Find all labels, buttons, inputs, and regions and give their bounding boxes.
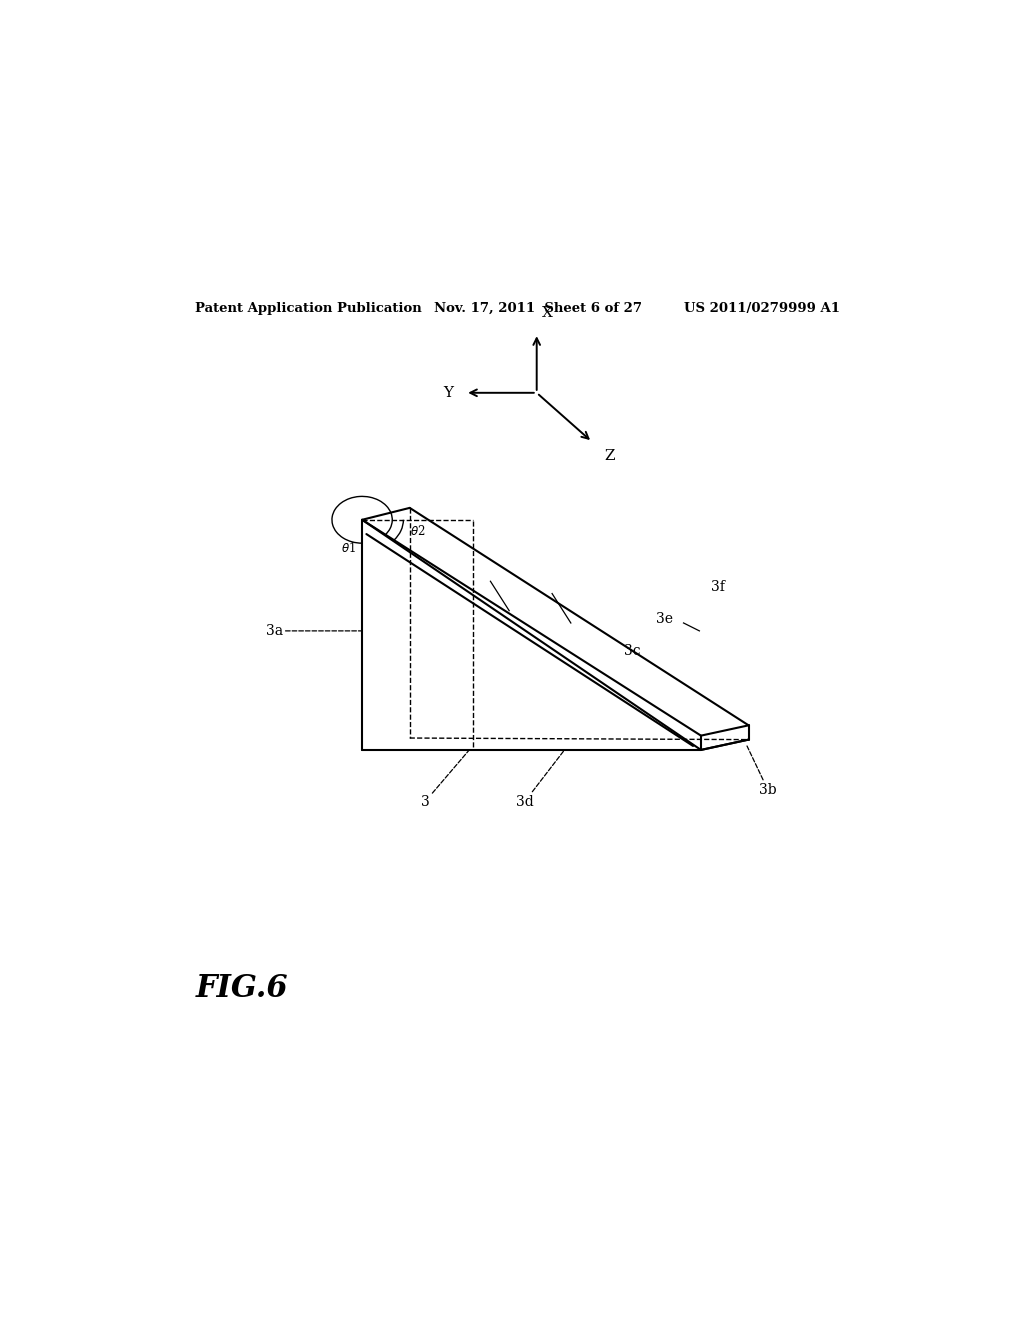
Text: $\theta$2: $\theta$2 (410, 524, 425, 539)
Text: 3a: 3a (265, 624, 362, 638)
Text: 3f: 3f (712, 581, 725, 594)
Text: 3d: 3d (516, 750, 564, 809)
Text: 3c: 3c (624, 644, 641, 657)
Text: Nov. 17, 2011  Sheet 6 of 27: Nov. 17, 2011 Sheet 6 of 27 (433, 302, 641, 315)
Text: X: X (543, 306, 553, 321)
Text: $\theta$1: $\theta$1 (341, 541, 356, 554)
Text: 3b: 3b (748, 746, 776, 796)
Text: US 2011/0279999 A1: US 2011/0279999 A1 (684, 302, 840, 315)
Text: FIG.6: FIG.6 (196, 973, 288, 1003)
Text: Z: Z (604, 449, 615, 463)
Text: 3: 3 (421, 750, 469, 809)
Text: Y: Y (442, 385, 453, 400)
Text: Patent Application Publication: Patent Application Publication (196, 302, 422, 315)
Text: 3e: 3e (655, 612, 673, 626)
